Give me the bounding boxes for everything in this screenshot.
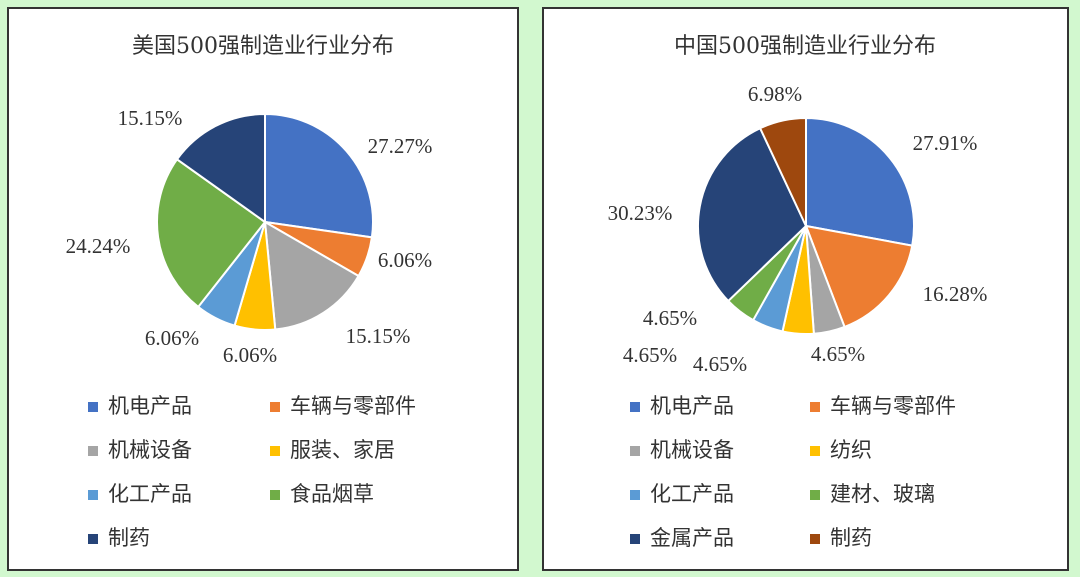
data-label: 27.27% [368, 134, 433, 158]
data-label: 4.65% [811, 342, 865, 366]
legend-swatch [88, 402, 98, 412]
data-label: 4.65% [693, 352, 747, 376]
legend-swatch [270, 402, 280, 412]
legend-swatch [270, 446, 280, 456]
chart-title: 中国500强制造业行业分布 [674, 34, 936, 59]
legend-swatch [88, 534, 98, 544]
legend-label: 金属产品 [650, 526, 734, 550]
legend-swatch [810, 446, 820, 456]
legend-label: 机电产品 [650, 394, 734, 418]
data-label: 24.24% [66, 234, 131, 258]
legend-label: 纺织 [830, 438, 872, 462]
legend-swatch [810, 534, 820, 544]
data-label: 6.98% [748, 82, 802, 106]
pie-slice [697, 126, 808, 303]
legend-label: 服装、家居 [290, 438, 395, 462]
legend-label: 化工产品 [650, 482, 734, 506]
data-label: 16.28% [923, 282, 988, 306]
legend-label: 食品烟草 [290, 482, 374, 506]
legend-label: 化工产品 [108, 482, 192, 506]
pie-slice [175, 112, 266, 224]
legend-label: 车辆与零部件 [830, 394, 956, 418]
legend-swatch [630, 490, 640, 500]
data-label: 6.06% [145, 326, 199, 350]
data-label: 15.15% [346, 324, 411, 348]
legend-swatch [630, 446, 640, 456]
legend-label: 机电产品 [108, 394, 192, 418]
legend-label: 车辆与零部件 [290, 394, 416, 418]
legend-swatch [810, 490, 820, 500]
pie-slice [264, 112, 374, 239]
legend-swatch [270, 490, 280, 500]
legend-swatch [630, 534, 640, 544]
data-label: 4.65% [643, 306, 697, 330]
data-label: 30.23% [608, 201, 673, 225]
legend-label: 建材、玻璃 [830, 482, 935, 506]
pie-slice [805, 116, 915, 247]
legend-swatch [810, 402, 820, 412]
legend-label: 制药 [830, 526, 872, 550]
pie-slice [263, 220, 360, 331]
data-label: 6.06% [223, 343, 277, 367]
legend-swatch [88, 490, 98, 500]
data-label: 27.91% [913, 131, 978, 155]
legend-swatch [88, 446, 98, 456]
data-label: 4.65% [623, 343, 677, 367]
pie-slice [156, 157, 267, 309]
pie-slice [804, 224, 914, 329]
data-label: 15.15% [118, 106, 183, 130]
legend-swatch [630, 402, 640, 412]
legend-label: 机械设备 [108, 438, 192, 462]
legend-label: 制药 [108, 526, 150, 550]
data-label: 6.06% [378, 248, 432, 272]
legend-label: 机械设备 [650, 438, 734, 462]
pie-slice [758, 116, 807, 227]
chart-title: 美国500强制造业行业分布 [132, 34, 394, 59]
